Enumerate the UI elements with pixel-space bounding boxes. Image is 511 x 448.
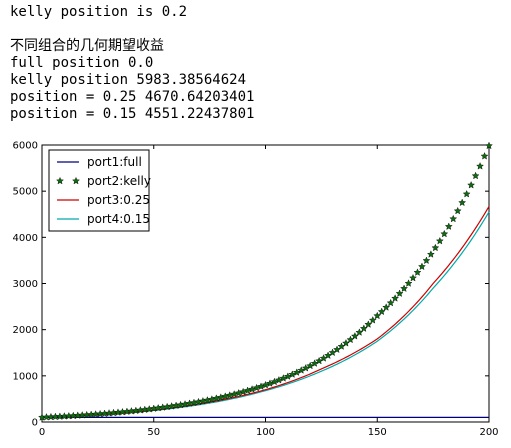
cjk-heading-line: 不同组合的几何期望收益 bbox=[10, 38, 164, 54]
series-point-1 bbox=[453, 206, 462, 215]
legend-label-2: port3:0.25 bbox=[87, 193, 150, 207]
legend-marker-1b bbox=[72, 176, 80, 185]
y-tick-label: 1000 bbox=[13, 371, 38, 382]
series-point-1 bbox=[288, 370, 297, 378]
x-tick-label: 150 bbox=[368, 427, 387, 438]
y-tick-label: 0 bbox=[32, 418, 38, 429]
series-point-1 bbox=[368, 316, 377, 324]
series-point-1 bbox=[270, 377, 279, 386]
legend-box bbox=[48, 149, 150, 232]
series-point-1 bbox=[292, 368, 301, 376]
series-point-1 bbox=[444, 222, 453, 230]
series-layer bbox=[38, 141, 493, 421]
series-point-1 bbox=[346, 335, 355, 344]
legend-label-0: port1:full bbox=[87, 155, 142, 169]
y-tick-label: 6000 bbox=[13, 141, 38, 152]
x-tick-label: 200 bbox=[479, 427, 498, 438]
series-point-1 bbox=[458, 198, 467, 207]
series-point-1 bbox=[426, 250, 435, 258]
full-position-line: full position 0.0 bbox=[10, 55, 154, 71]
legend-marker-1 bbox=[56, 176, 64, 185]
series-point-1 bbox=[471, 171, 480, 180]
series-point-1 bbox=[400, 284, 408, 292]
x-tick-label: 50 bbox=[147, 427, 160, 438]
series-point-1 bbox=[440, 229, 449, 238]
series-point-1 bbox=[395, 289, 404, 297]
kelly-fraction-line: kelly position is 0.2 bbox=[10, 4, 188, 20]
series-point-1 bbox=[422, 256, 431, 264]
series-point-1 bbox=[476, 162, 484, 170]
series-point-1 bbox=[279, 374, 288, 382]
series-point-1 bbox=[431, 243, 440, 252]
y-tick-label: 2000 bbox=[13, 325, 38, 336]
legend: port1:full port2:kelly port3:0.25 port4:0.1… bbox=[48, 149, 151, 232]
series-point-1 bbox=[418, 262, 426, 271]
y-tick-label: 3000 bbox=[13, 279, 38, 290]
series-point-1 bbox=[350, 332, 359, 340]
series-point-1 bbox=[364, 320, 373, 328]
x-tick-label: 0 bbox=[39, 427, 45, 438]
series-point-1 bbox=[435, 236, 444, 245]
series-point-1 bbox=[386, 298, 395, 307]
series-point-1 bbox=[274, 375, 283, 384]
series-point-1 bbox=[373, 311, 382, 320]
y-tick-label: 5000 bbox=[13, 187, 38, 198]
series-point-1 bbox=[377, 307, 386, 316]
series-point-1 bbox=[283, 372, 292, 380]
legend-label-3: port4:0.15 bbox=[87, 212, 150, 226]
series-point-1 bbox=[462, 189, 471, 198]
series-point-1 bbox=[391, 294, 400, 302]
series-point-1 bbox=[449, 214, 458, 223]
x-tick-label: 100 bbox=[256, 427, 275, 438]
position-015-line: position = 0.15 4551.22437801 bbox=[10, 106, 255, 122]
legend-label-1: port2:kelly bbox=[87, 174, 151, 188]
y-tick-label: 4000 bbox=[13, 233, 38, 244]
series-point-1 bbox=[413, 268, 422, 276]
series-point-1 bbox=[485, 141, 493, 150]
series-point-1 bbox=[359, 324, 368, 332]
series-point-1 bbox=[355, 328, 364, 336]
kelly-value-line: kelly position 5983.38564624 bbox=[10, 72, 247, 88]
series-point-1 bbox=[480, 152, 489, 160]
series-point-1 bbox=[382, 303, 391, 311]
series-point-1 bbox=[409, 273, 417, 282]
series-point-1 bbox=[404, 279, 413, 287]
position-025-line: position = 0.25 4670.64203401 bbox=[10, 89, 255, 105]
series-point-1 bbox=[467, 181, 476, 189]
series-point-1 bbox=[297, 366, 306, 374]
